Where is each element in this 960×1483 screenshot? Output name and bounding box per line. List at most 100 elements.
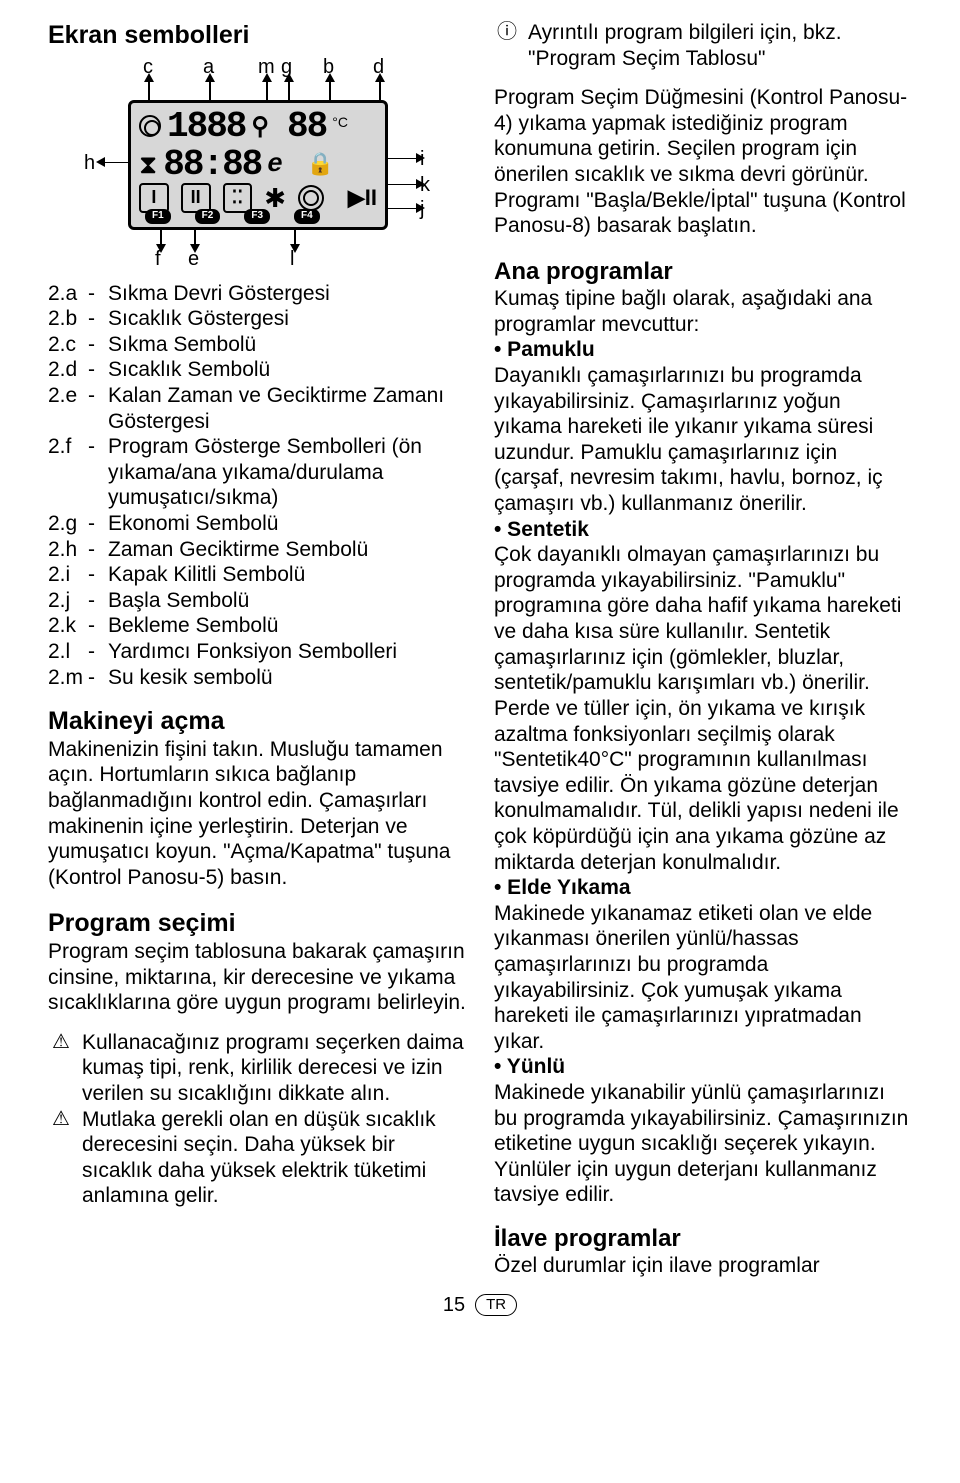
wool-title: • Yünlü — [494, 1054, 912, 1080]
lcd-row2: ⧗ 88:88 e 🔒 — [139, 143, 377, 187]
hourglass-icon: ⧗ — [139, 151, 157, 177]
cotton-title: • Pamuklu — [494, 337, 912, 363]
lcd-fkeys: F1 F2 F3 F4 — [145, 209, 377, 223]
legend-row: 2.e-Kalan Zaman ve Geciktirme Zamanı Gös… — [48, 383, 466, 434]
legend-row: 2.m-Su kesik sembolü — [48, 665, 466, 691]
warning-icon: ⚠ — [48, 1107, 74, 1131]
legend-row: 2.d-Sıcaklık Sembolü — [48, 357, 466, 383]
legend-row: 2.b-Sıcaklık Göstergesi — [48, 306, 466, 332]
legend-text: Sıcaklık Sembolü — [108, 357, 466, 383]
legend-key: 2.e — [48, 383, 88, 409]
arrow-head — [375, 73, 385, 82]
arrow-head — [144, 73, 154, 82]
legend-text: Yardımcı Fonksiyon Sembolleri — [108, 639, 466, 665]
arrow-head — [190, 244, 200, 253]
legend-text: Ekonomi Sembolü — [108, 511, 466, 537]
fkey-1: F1 — [145, 209, 171, 223]
language-badge: TR — [475, 1294, 517, 1316]
two-column-layout: Ekran sembolleri c a m g b d h — [48, 20, 912, 1279]
legend-row: 2.c-Sıkma Sembolü — [48, 332, 466, 358]
legend-row: 2.f-Program Gösterge Sembolleri (ön yıka… — [48, 434, 466, 511]
handwash-title: • Elde Yıkama — [494, 875, 912, 901]
legend-key: 2.c — [48, 332, 88, 358]
label-h: h — [84, 151, 95, 175]
additional-programs-body: Özel durumlar için ilave programlar — [494, 1253, 912, 1279]
program-dial-body: Program Seçim Düğmesini (Kontrol Panosu-… — [494, 85, 912, 239]
fkey-3: F3 — [244, 209, 270, 223]
warning-1: ⚠ Kullanacağınız programı seçerken daima… — [48, 1030, 466, 1107]
warning-icon: ⚠ — [48, 1030, 74, 1054]
arrow-head — [156, 244, 166, 253]
synthetic-body: Çok dayanıklı olmayan çamaşırlarınızı bu… — [494, 542, 912, 875]
main-programs-heading: Ana programlar — [494, 257, 912, 286]
legend-row: 2.h-Zaman Geciktirme Sembolü — [48, 537, 466, 563]
legend-key: 2.d — [48, 357, 88, 383]
legend-text: Zaman Geciktirme Sembolü — [108, 537, 466, 563]
legend-row: 2.l-Yardımcı Fonksiyon Sembolleri — [48, 639, 466, 665]
info-text: Ayrıntılı program bilgileri için, bkz. "… — [528, 20, 912, 71]
program-select-body: Program seçim tablosuna bakarak çamaşırı… — [48, 939, 466, 1016]
degree-c: °C — [332, 114, 348, 131]
legend-key: 2.l — [48, 639, 88, 665]
legend-key: 2.j — [48, 588, 88, 614]
legend-row: 2.a-Sıkma Devri Göstergesi — [48, 281, 466, 307]
legend-key: 2.g — [48, 511, 88, 537]
fkey-4: F4 — [294, 209, 320, 223]
legend-text: Kalan Zaman ve Geciktirme Zamanı Gösterg… — [108, 383, 466, 434]
main-programs-intro: Kumaş tipine bağlı olarak, aşağıdaki ana… — [494, 286, 912, 337]
left-column: Ekran sembolleri c a m g b d h — [48, 20, 466, 1279]
arrow-head — [416, 179, 425, 189]
legend-text: Kapak Kilitli Sembolü — [108, 562, 466, 588]
legend-text: Su kesik sembolü — [108, 665, 466, 691]
cotton-body: Dayanıklı çamaşırlarınızı bu programda y… — [494, 363, 912, 517]
legend-text: Program Gösterge Sembolleri (ön yıkama/a… — [108, 434, 466, 511]
screen-symbols-title: Ekran sembolleri — [48, 20, 466, 51]
legend-key: 2.i — [48, 562, 88, 588]
arrow-head — [290, 244, 300, 253]
legend-row: 2.j-Başla Sembolü — [48, 588, 466, 614]
legend-text: Bekleme Sembolü — [108, 613, 466, 639]
fkey-2: F2 — [195, 209, 221, 223]
water-off-icon: ⚲ — [251, 112, 269, 141]
right-column: ⓘ Ayrıntılı program bilgileri için, bkz.… — [494, 20, 912, 1279]
program-select-heading: Program seçimi — [48, 908, 466, 939]
legend-row: 2.k-Bekleme Sembolü — [48, 613, 466, 639]
legend-text: Başla Sembolü — [108, 588, 466, 614]
spin-small-icon — [298, 185, 324, 211]
arrow-head — [284, 73, 294, 82]
legend-key: 2.f — [48, 434, 88, 460]
lock-icon: 🔒 — [307, 151, 334, 178]
legend-key: 2.m — [48, 665, 88, 691]
legend-text: Sıkma Devri Göstergesi — [108, 281, 466, 307]
legend-key: 2.a — [48, 281, 88, 307]
page-number: 15 — [443, 1293, 465, 1317]
additional-programs-heading: İlave programlar — [494, 1224, 912, 1253]
warning-text: Mutlaka gerekli olan en düşük sıcaklık d… — [82, 1107, 466, 1209]
legend-row: 2.i-Kapak Kilitli Sembolü — [48, 562, 466, 588]
play-pause-icon: ▶II — [348, 185, 377, 212]
arrow-head — [325, 73, 335, 82]
info-icon: ⓘ — [494, 20, 520, 44]
legend-key: 2.h — [48, 537, 88, 563]
wool-body: Makinede yıkanabilir yünlü çamaşırlarını… — [494, 1080, 912, 1208]
display-diagram: c a m g b d h i — [48, 55, 466, 275]
arrow-head — [205, 73, 215, 82]
legend-text: Sıkma Sembolü — [108, 332, 466, 358]
warning-2: ⚠ Mutlaka gerekli olan en düşük sıcaklık… — [48, 1107, 466, 1209]
warning-text: Kullanacağınız programı seçerken daima k… — [82, 1030, 466, 1107]
info-note: ⓘ Ayrıntılı program bilgileri için, bkz.… — [494, 20, 912, 71]
legend-text: Sıcaklık Göstergesi — [108, 306, 466, 332]
arrow-head — [262, 73, 272, 82]
handwash-body: Makinede yıkanamaz etiketi olan ve elde … — [494, 901, 912, 1055]
arrow-head — [416, 203, 425, 213]
lcd-panel: 1888 ⚲ 88 °C ⧗ 88:88 e 🔒 I II ⁚⁚ — [128, 100, 388, 230]
arrow-head — [416, 153, 425, 163]
legend-key: 2.k — [48, 613, 88, 639]
spin-icon — [139, 115, 161, 137]
seg-time: 88:88 — [163, 143, 261, 187]
turn-on-body: Makinenizin fişini takın. Musluğu tamame… — [48, 737, 466, 891]
turn-on-heading: Makineyi açma — [48, 706, 466, 737]
legend-row: 2.g-Ekonomi Sembolü — [48, 511, 466, 537]
legend-table: 2.a-Sıkma Devri Göstergesi 2.b-Sıcaklık … — [48, 281, 466, 691]
eco-icon: e — [267, 149, 281, 181]
